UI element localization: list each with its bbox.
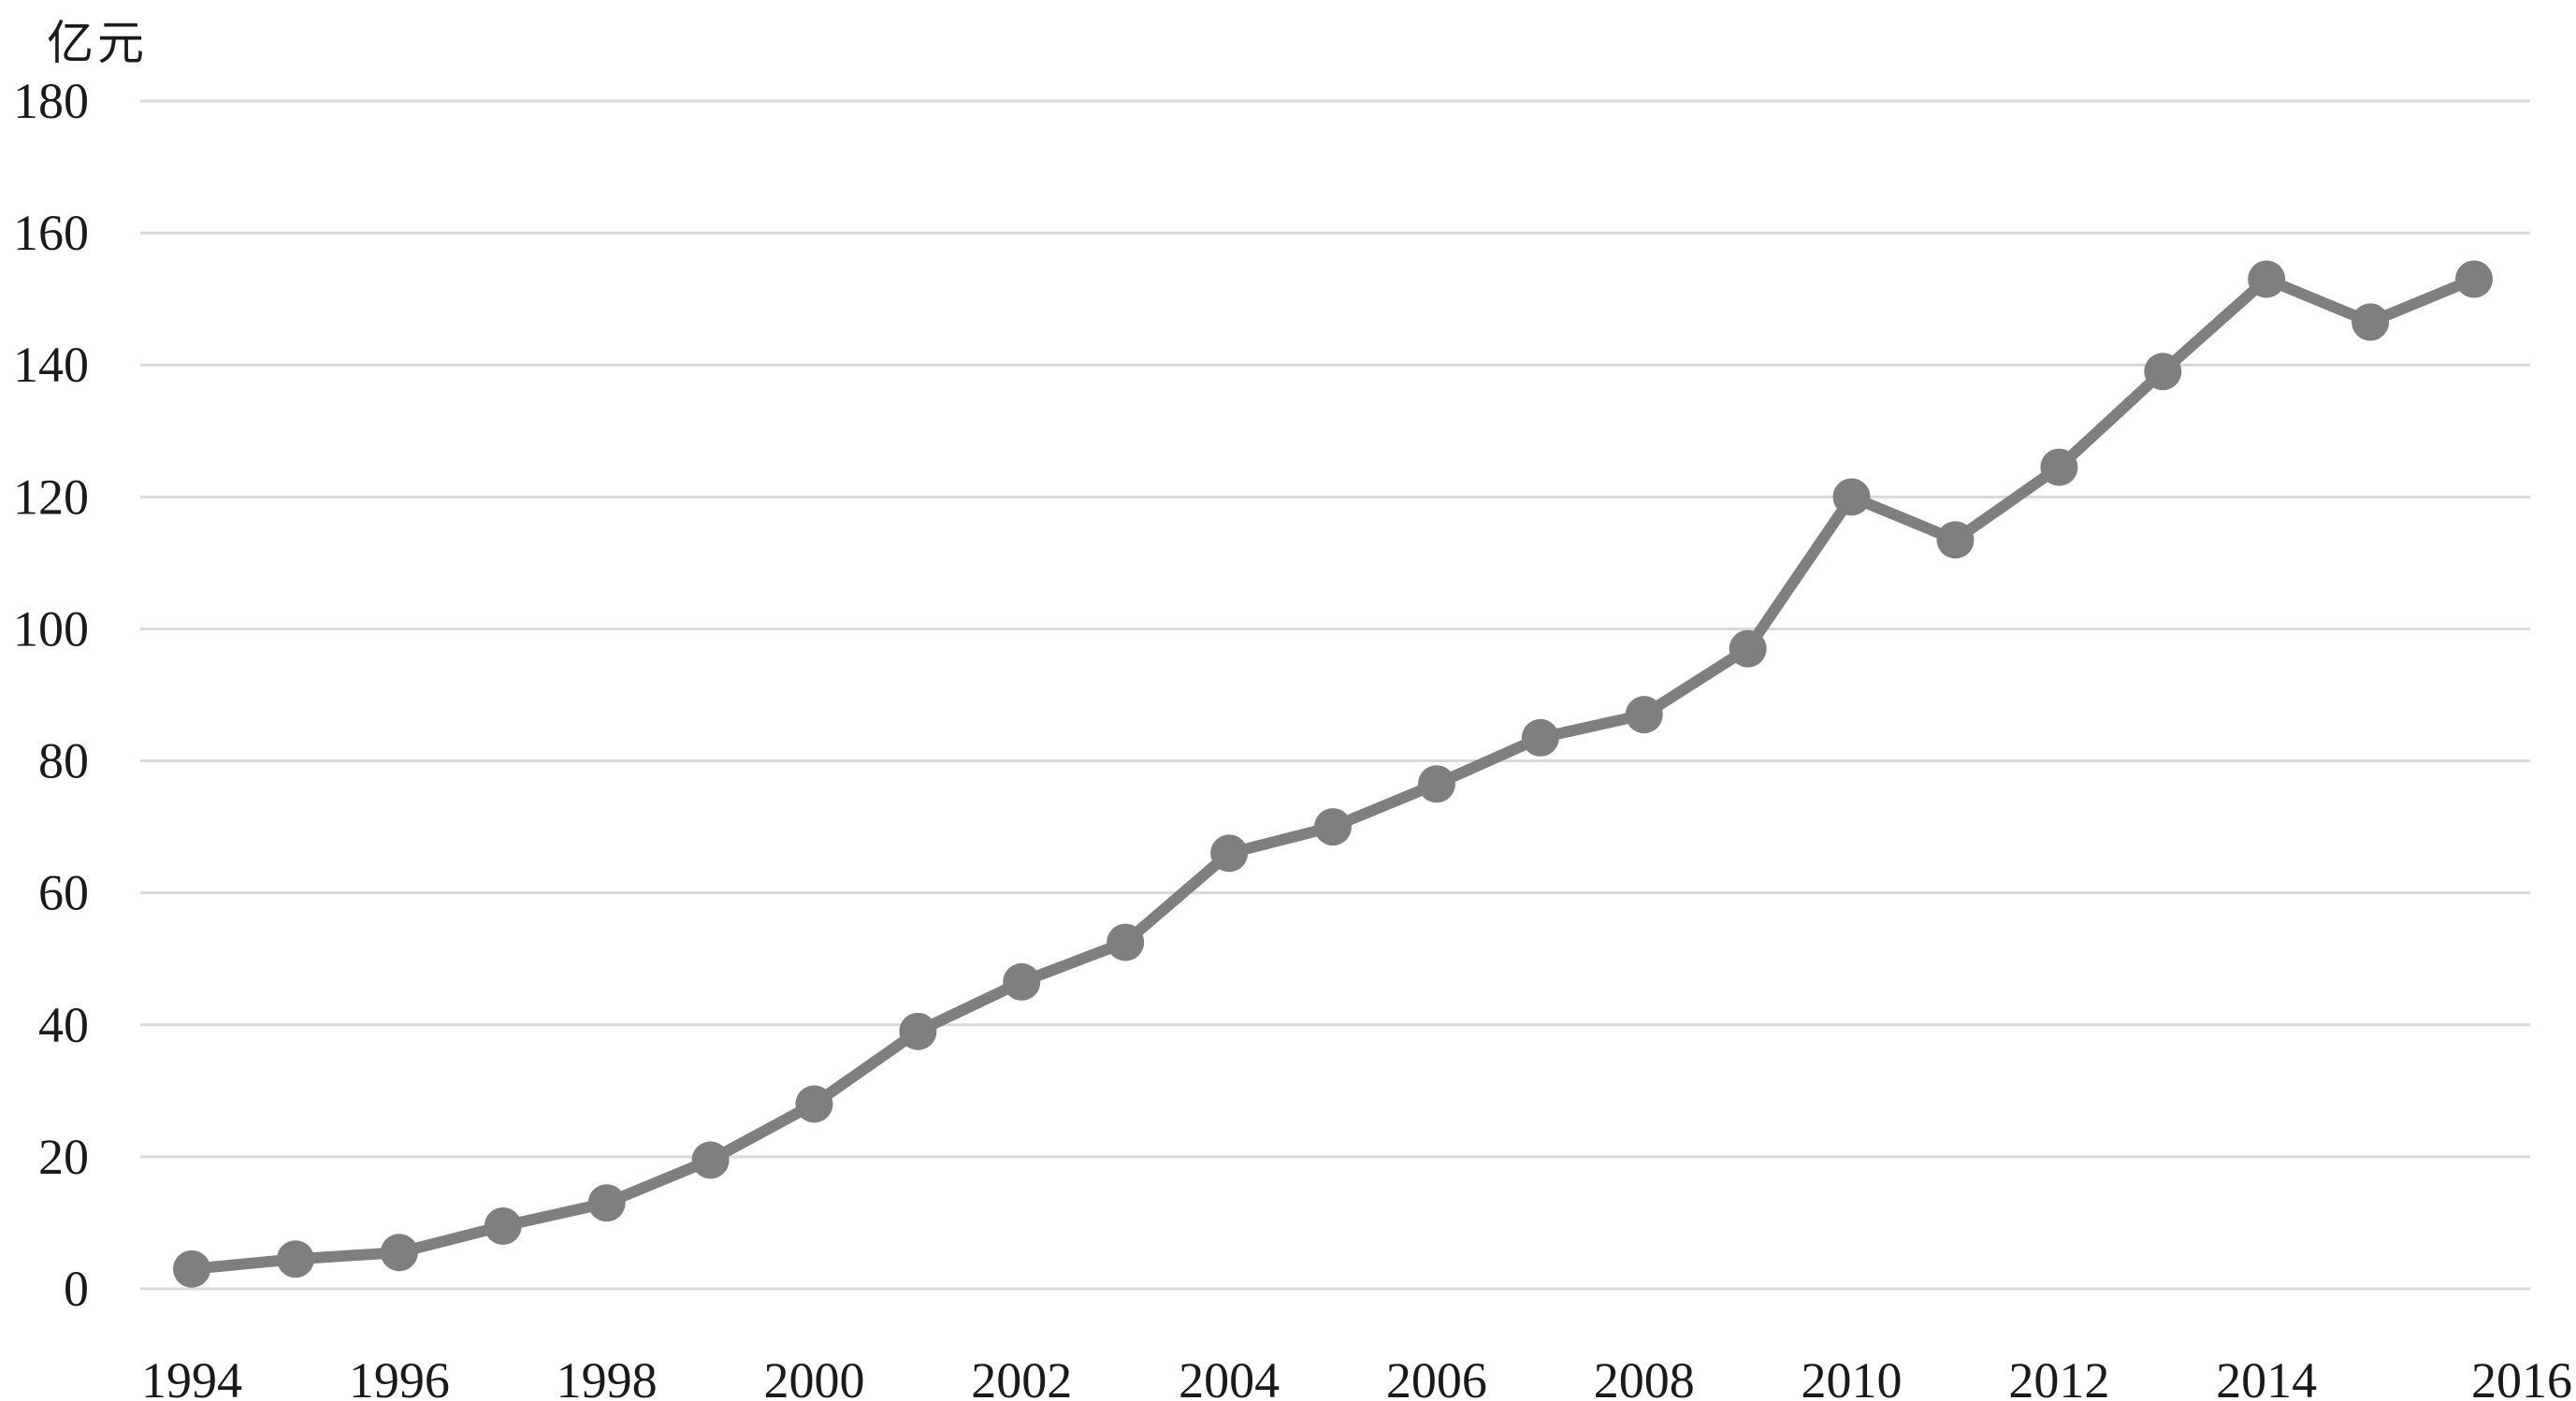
data-point-2007 bbox=[1521, 718, 1559, 757]
y-axis-ticks: 0 20 40 60 80 100 120 140 160 180 bbox=[13, 73, 89, 1317]
data-point-1996 bbox=[380, 1234, 418, 1272]
x-tick-label: 1996 bbox=[349, 1352, 450, 1401]
y-axis-unit-label: 亿元 bbox=[47, 16, 148, 70]
y-tick-label: 180 bbox=[13, 73, 89, 129]
data-point-2003 bbox=[1107, 923, 1145, 961]
data-point-2010 bbox=[1832, 478, 1871, 516]
data-point-2002 bbox=[1003, 962, 1041, 1001]
data-point-2011 bbox=[1936, 521, 1975, 559]
data-point-2014 bbox=[2248, 260, 2286, 298]
y-tick-label: 140 bbox=[13, 337, 89, 393]
gridlines bbox=[140, 99, 2530, 1291]
series-line bbox=[186, 273, 2480, 1275]
x-tick-label: 2004 bbox=[1179, 1352, 1280, 1401]
y-tick-label: 120 bbox=[13, 469, 89, 525]
data-point-1999 bbox=[691, 1141, 730, 1179]
data-point-1997 bbox=[484, 1206, 522, 1245]
y-tick-label: 160 bbox=[13, 205, 89, 261]
x-tick-label: 2000 bbox=[763, 1352, 864, 1401]
x-tick-label: 2014 bbox=[2216, 1352, 2317, 1401]
data-point-2000 bbox=[795, 1085, 833, 1123]
x-tick-label: 2002 bbox=[971, 1352, 1072, 1401]
x-axis-ticks: 1994 1996 1998 2000 2002 2004 2006 2008 2010 2012… bbox=[141, 1352, 2572, 1401]
y-tick-label: 40 bbox=[38, 997, 89, 1053]
data-point-2008 bbox=[1625, 696, 1663, 734]
data-point-2006 bbox=[1417, 765, 1455, 803]
x-tick-label: 2008 bbox=[1594, 1352, 1695, 1401]
x-tick-label: 2010 bbox=[1802, 1352, 1903, 1401]
y-tick-label: 60 bbox=[38, 865, 89, 921]
data-point-2004 bbox=[1210, 834, 1249, 873]
y-tick-label: 80 bbox=[38, 733, 89, 789]
data-point-2005 bbox=[1314, 808, 1352, 846]
y-tick-label: 0 bbox=[64, 1261, 89, 1317]
series-group bbox=[173, 260, 2493, 1288]
data-point-2001 bbox=[899, 1012, 937, 1050]
data-point-1998 bbox=[587, 1184, 626, 1222]
data-point-1995 bbox=[276, 1240, 314, 1278]
x-tick-label: 2016 bbox=[2471, 1352, 2572, 1401]
data-point-2013 bbox=[2144, 353, 2182, 391]
y-tick-label: 100 bbox=[13, 600, 89, 657]
y-tick-label: 20 bbox=[38, 1129, 89, 1185]
x-tick-label: 2012 bbox=[2008, 1352, 2109, 1401]
data-point-2015 bbox=[2352, 303, 2390, 341]
data-point-2012 bbox=[2040, 448, 2078, 486]
x-tick-label: 1994 bbox=[141, 1352, 242, 1401]
data-point-2009 bbox=[1729, 629, 1767, 668]
data-point-1994 bbox=[173, 1249, 210, 1288]
x-tick-label: 2006 bbox=[1386, 1352, 1487, 1401]
data-point-2016 bbox=[2455, 260, 2493, 298]
x-tick-label: 1998 bbox=[557, 1352, 658, 1401]
